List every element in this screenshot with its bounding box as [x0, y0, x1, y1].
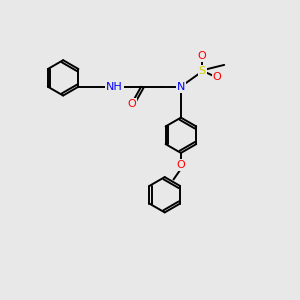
Text: O: O [198, 51, 206, 61]
Text: NH: NH [106, 82, 123, 92]
Text: O: O [176, 160, 185, 170]
Text: O: O [212, 72, 221, 82]
Text: S: S [199, 66, 206, 76]
Text: N: N [177, 82, 185, 92]
Text: O: O [128, 99, 136, 109]
